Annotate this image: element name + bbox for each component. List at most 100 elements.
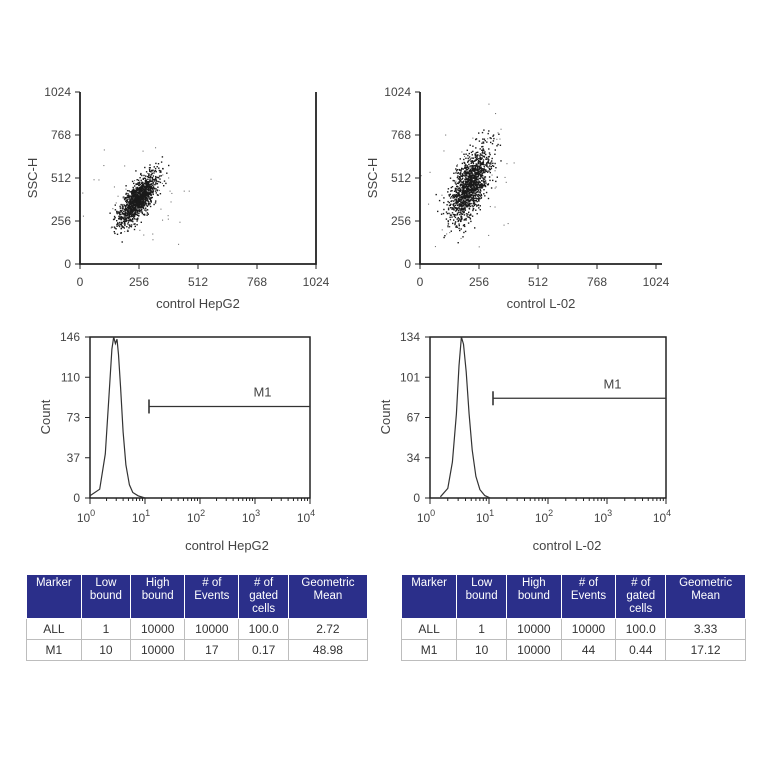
scatter-point: [443, 236, 445, 239]
scatter-point: [471, 215, 474, 217]
scatter-point: [479, 171, 482, 174]
scatter-point: [458, 224, 460, 227]
scatter-point: [478, 165, 480, 168]
scatter-point: [158, 189, 160, 191]
scatter-point: [162, 219, 164, 221]
scatter-point: [457, 186, 459, 188]
scatter-point: [481, 142, 483, 144]
scatter-point: [137, 192, 139, 194]
scatter-point: [468, 207, 470, 209]
scatter-point: [110, 227, 112, 229]
table-cell: ALL: [26, 618, 82, 640]
scatter-point: [129, 202, 131, 205]
scatter-point: [143, 234, 145, 236]
scatter-point: [483, 189, 485, 191]
scatter-point: [475, 182, 477, 184]
scatter-point: [133, 218, 136, 220]
scatter-point: [130, 215, 132, 218]
scatter-point: [476, 157, 478, 159]
scatter-point: [136, 179, 138, 181]
scatter-point: [141, 189, 143, 192]
scatter-point: [116, 220, 118, 222]
scatter-point: [125, 207, 127, 209]
column-header: # of Events: [184, 574, 240, 619]
scatter-point: [136, 204, 138, 207]
scatter-point: [470, 178, 472, 181]
scatter-point: [456, 218, 458, 220]
scatter-point: [457, 194, 459, 196]
scatter-point: [147, 198, 149, 200]
scatter-point: [463, 153, 465, 155]
scatter-point: [157, 186, 159, 188]
scatter-point: [142, 201, 144, 203]
scatter-point: [460, 212, 462, 215]
scatter-point: [117, 223, 119, 225]
scatter-point: [482, 162, 485, 164]
scatter-point: [153, 188, 156, 190]
scatter-point: [156, 176, 158, 179]
x-tick-label: 100: [77, 508, 95, 525]
plot-frame: [89, 336, 311, 499]
scatter-point: [149, 180, 152, 182]
scatter-point: [160, 175, 162, 177]
scatter-point: [155, 179, 157, 181]
scatter-point: [145, 189, 147, 191]
scatter-point: [453, 180, 456, 182]
scatter-point: [474, 192, 476, 195]
scatter-point: [130, 195, 132, 197]
scatter-point: [460, 204, 462, 206]
scatter-point: [477, 198, 480, 200]
scatter-point: [474, 168, 476, 171]
scatter-point: [146, 194, 148, 196]
scatter-point: [459, 229, 461, 232]
scatter-point: [478, 246, 480, 248]
scatter-point: [487, 160, 489, 162]
scatter-point: [127, 198, 129, 200]
scatter-point: [451, 195, 453, 198]
column-header: # of gated cells: [615, 574, 667, 619]
scatter-point: [156, 189, 158, 192]
scatter-point: [459, 219, 461, 221]
table-cell: M1: [26, 639, 82, 661]
scatter-point: [128, 195, 131, 197]
scatter-point: [449, 193, 451, 196]
scatter-point: [149, 167, 151, 169]
scatter-point: [467, 175, 469, 177]
scatter-point: [136, 191, 138, 193]
scatter-point: [453, 202, 455, 205]
scatter-point: [470, 160, 472, 162]
scatter-point: [458, 189, 460, 191]
scatter-point: [449, 207, 452, 209]
scatter-point: [453, 190, 456, 192]
scatter-point: [142, 178, 144, 180]
scatter-point: [136, 204, 138, 206]
scatter-point: [434, 246, 436, 248]
scatter-point: [469, 172, 472, 174]
scatter-point: [143, 203, 145, 205]
scatter-point: [127, 219, 129, 222]
scatter-point: [126, 204, 128, 206]
scatter-point: [152, 190, 154, 192]
scatter-point: [437, 210, 439, 213]
scatter-point: [478, 180, 480, 182]
scatter-point: [449, 197, 452, 199]
scatter-point: [473, 175, 475, 178]
scatter-point: [149, 185, 151, 188]
scatter-point: [142, 197, 144, 199]
scatter-point: [467, 172, 469, 174]
x-tick-label: 104: [297, 508, 315, 525]
scatter-point: [121, 241, 123, 243]
scatter-point: [484, 178, 486, 180]
scatter-point: [466, 205, 468, 207]
scatter-point: [484, 171, 486, 174]
scatter-point: [479, 162, 482, 164]
scatter-point: [129, 225, 131, 227]
scatter-point: [482, 169, 485, 171]
scatter-point: [464, 166, 466, 168]
scatter-point: [144, 182, 146, 185]
scatter-point: [484, 176, 487, 178]
scatter-point: [158, 175, 161, 177]
scatter-point: [482, 185, 485, 187]
scatter-point: [484, 140, 486, 142]
scatter-point: [117, 195, 119, 197]
